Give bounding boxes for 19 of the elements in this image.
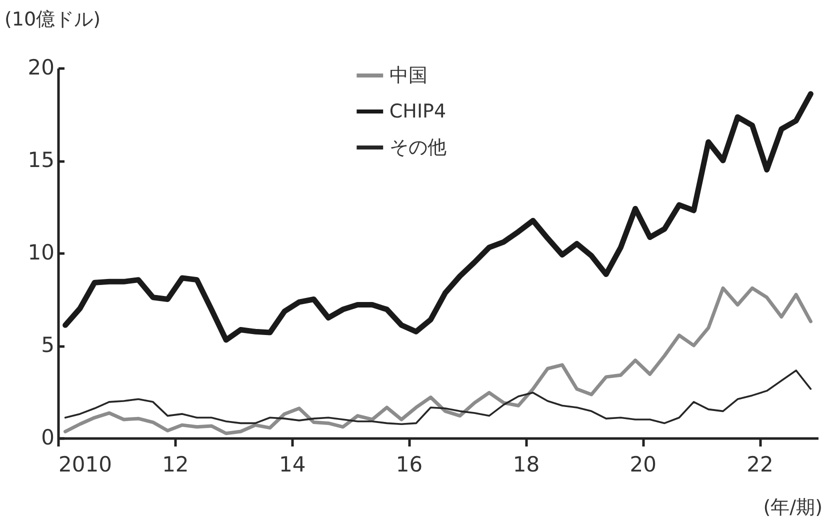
- x-tick-label: 14: [278, 452, 306, 476]
- line-series: [64, 370, 812, 426]
- legend-label: その他: [389, 136, 446, 158]
- x-axis-title: (年/期): [763, 496, 822, 518]
- y-axis-title: (10億ドル): [4, 8, 101, 30]
- x-tick-label: 22: [746, 452, 774, 476]
- legend-label: 中国: [389, 64, 428, 86]
- y-tick-label: 0: [41, 426, 54, 450]
- x-tick-label: 18: [512, 452, 540, 476]
- y-tick-label: 15: [28, 148, 54, 172]
- x-tick-label: 2010: [58, 452, 112, 476]
- legend-label: CHIP4: [389, 100, 446, 122]
- y-tick-label: 5: [41, 333, 54, 357]
- x-tick-label: 16: [396, 452, 423, 476]
- line-series: [64, 286, 812, 436]
- x-tick-label: 20: [630, 452, 656, 476]
- x-tick-label: 12: [162, 452, 189, 476]
- y-tick-label: 20: [28, 56, 54, 80]
- y-tick-label: 10: [28, 240, 54, 264]
